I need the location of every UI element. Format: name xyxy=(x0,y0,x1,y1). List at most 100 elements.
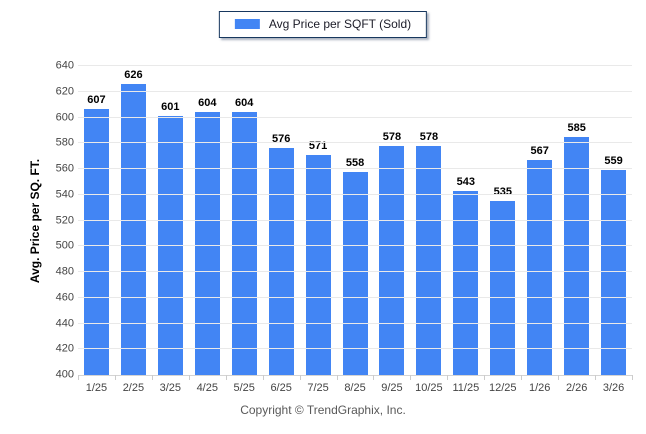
bar[interactable] xyxy=(231,112,257,375)
gridline xyxy=(78,245,632,247)
bar[interactable] xyxy=(564,136,590,375)
bar-slot: 535 xyxy=(484,66,521,375)
bar[interactable] xyxy=(83,108,109,375)
y-tick-label: 420 xyxy=(55,342,74,355)
y-tick-label: 460 xyxy=(55,291,74,304)
gridline xyxy=(78,271,632,272)
bar-value-label: 567 xyxy=(530,145,549,157)
x-tick-mark xyxy=(78,375,79,380)
gridline xyxy=(78,322,632,324)
bar-slot: 626 xyxy=(115,66,152,375)
x-tick-mark xyxy=(558,375,560,380)
bar-slot: 578 xyxy=(410,66,447,375)
bar-value-label: 576 xyxy=(271,133,291,146)
legend[interactable]: Avg Price per SQFT (Sold) xyxy=(218,11,428,38)
x-tick-label: 9/25 xyxy=(381,382,403,394)
x-tick-mark xyxy=(336,375,338,380)
y-tick-label: 640 xyxy=(55,59,74,72)
bar-value-label: 578 xyxy=(419,130,439,143)
x-tick-label: 7/25 xyxy=(307,382,329,394)
bar-value-label: 571 xyxy=(308,139,328,152)
bar-value-label: 535 xyxy=(493,186,512,199)
y-axis: 400 420 440 460 480 500 520 540 560 580 600 620 640 xyxy=(0,60,74,380)
bar-value-label: 604 xyxy=(235,97,254,110)
x-tick-mark xyxy=(188,375,190,380)
bar-value-label: 626 xyxy=(124,69,143,82)
y-tick-label: 520 xyxy=(55,214,74,226)
y-tick-label: 580 xyxy=(55,136,74,149)
x-tick-label: 12/25 xyxy=(489,382,517,394)
y-tick-label: 600 xyxy=(55,111,74,123)
copyright-text: Copyright © TrendGraphix, Inc. xyxy=(240,403,406,417)
x-tick-label: 1/25 xyxy=(85,382,108,394)
x-tick-label: 4/25 xyxy=(196,382,218,394)
bar[interactable] xyxy=(416,145,442,375)
bar[interactable] xyxy=(379,145,405,375)
gridline xyxy=(78,219,632,221)
x-tick-label: 5/25 xyxy=(233,382,255,394)
bar[interactable] xyxy=(453,190,479,375)
bar[interactable] xyxy=(601,170,627,375)
bar-value-label: 604 xyxy=(198,97,217,110)
bar[interactable] xyxy=(490,201,516,375)
x-tick-label: 2/25 xyxy=(122,382,145,394)
x-tick-mark xyxy=(373,375,375,380)
x-tick-mark xyxy=(410,375,412,380)
bar[interactable] xyxy=(268,148,294,375)
bar[interactable] xyxy=(305,154,331,375)
gridline xyxy=(78,296,632,298)
x-axis-ticks xyxy=(78,375,633,380)
bar-slot: 604 xyxy=(226,66,263,375)
bar-value-label: 543 xyxy=(456,175,476,188)
bar-slot: 607 xyxy=(78,66,115,375)
bar-slot: 585 xyxy=(558,66,595,375)
bar-slot: 571 xyxy=(300,66,337,375)
y-tick-label: 540 xyxy=(55,188,74,201)
x-tick-mark xyxy=(299,375,301,380)
x-tick-mark xyxy=(521,375,523,380)
y-tick-label: 500 xyxy=(55,239,74,252)
bar[interactable] xyxy=(194,112,220,375)
y-tick-label: 400 xyxy=(55,368,74,381)
bar-slot: 604 xyxy=(189,66,226,375)
x-tick-label: 11/25 xyxy=(452,382,480,394)
gridline xyxy=(78,193,632,195)
x-tick-mark xyxy=(595,375,597,380)
bar-value-label: 578 xyxy=(382,130,402,143)
bar[interactable] xyxy=(120,84,146,375)
bar[interactable] xyxy=(527,160,553,375)
x-tick-label: 2/26 xyxy=(565,382,588,394)
gridline xyxy=(78,65,632,66)
x-tick-label: 1/26 xyxy=(529,382,551,394)
x-tick-mark xyxy=(114,375,116,380)
bar-value-label: 601 xyxy=(161,101,180,114)
legend-swatch xyxy=(234,19,260,29)
x-tick-mark xyxy=(151,375,153,380)
bar-slot: 601 xyxy=(152,66,189,375)
legend-label: Avg Price per SQFT (Sold) xyxy=(268,17,412,31)
x-tick-label: 6/25 xyxy=(270,382,292,394)
y-tick-label: 440 xyxy=(55,317,74,329)
y-tick-label: 480 xyxy=(55,265,74,278)
gridline xyxy=(78,90,632,92)
x-tick-mark xyxy=(484,375,486,380)
x-tick-label: 3/25 xyxy=(159,382,182,394)
bar-slot: 576 xyxy=(263,66,300,375)
bar-value-label: 559 xyxy=(604,155,623,168)
x-tick-label: 10/25 xyxy=(415,382,443,394)
x-tick-label: 8/25 xyxy=(344,382,366,394)
bar-slot: 578 xyxy=(374,66,411,375)
bar-slot: 567 xyxy=(521,66,558,375)
bar-value-label: 585 xyxy=(567,121,586,134)
y-tick-label: 560 xyxy=(55,162,74,175)
y-tick-label: 620 xyxy=(55,85,74,98)
plot-area: 607 626 601 604 604 576 571 558 578 578 543 535 567 5… xyxy=(78,65,632,376)
gridline xyxy=(78,142,632,144)
gridline xyxy=(78,348,632,350)
x-tick-label: 3/26 xyxy=(602,382,625,394)
x-tick-mark xyxy=(632,375,633,380)
bar[interactable] xyxy=(342,171,368,375)
gridline xyxy=(78,168,632,169)
x-tick-mark xyxy=(447,375,449,380)
